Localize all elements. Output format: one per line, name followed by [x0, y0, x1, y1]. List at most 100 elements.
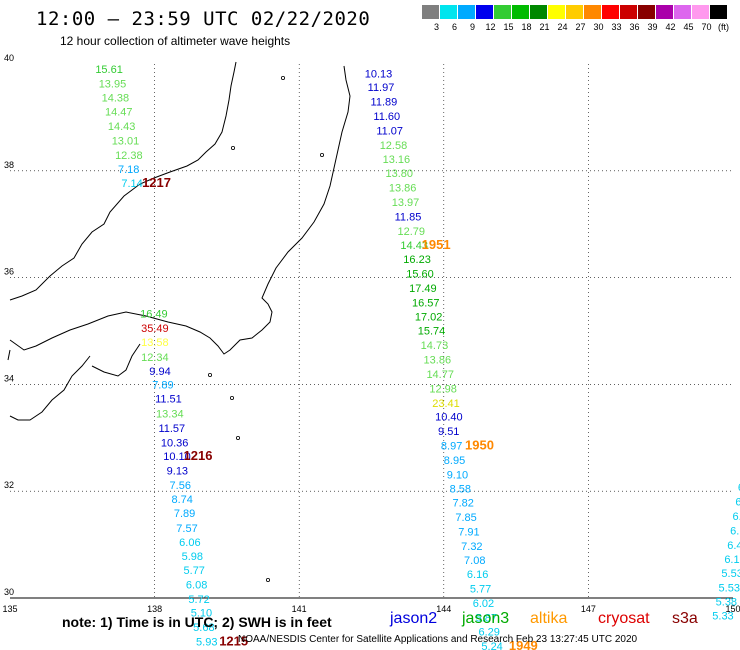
wave-height-value: 5.38 — [716, 596, 737, 608]
legend-tick-label: 45 — [683, 22, 694, 32]
wave-height-value: 11.51 — [155, 394, 182, 406]
wave-height-value: 6. — [735, 497, 740, 509]
legend-tick-label: 30 — [593, 22, 604, 32]
wave-height-value: 13.58 — [141, 337, 169, 349]
island — [229, 395, 234, 400]
satellite-label-cryosat: cryosat — [598, 610, 650, 627]
legend-tick-label: 33 — [611, 22, 622, 32]
satellite-label-jason2: jason2 — [390, 610, 438, 627]
wave-height-value: 13.86 — [424, 355, 452, 367]
wave-height-value: 14.43 — [108, 121, 136, 133]
wave-height-value: 14.73 — [421, 340, 449, 352]
wave-height-value: 11.07 — [376, 125, 403, 137]
lon-tick-label: 144 — [436, 604, 451, 614]
wave-height-value: 13.80 — [385, 168, 413, 180]
wave-height-value: 5.98 — [182, 551, 203, 563]
legend-tick-label: 6 — [451, 22, 457, 32]
legend-unit: (ft) — [718, 22, 729, 32]
legend-swatch — [458, 5, 475, 19]
wave-height-value: 7.56 — [170, 480, 191, 492]
wave-height-value: 14.38 — [102, 92, 130, 104]
wave-height-value: 7.89 — [174, 508, 195, 520]
wave-height-value: 10.10 — [163, 451, 191, 463]
coastline — [7, 61, 351, 421]
wave-height-value: 13.16 — [383, 154, 411, 166]
wave-height-value: 16.23 — [403, 254, 431, 266]
legend-tick-label: 3 — [433, 22, 439, 32]
legend-swatch — [548, 5, 565, 19]
legend-swatch — [584, 5, 601, 19]
wave-height-value: 15.60 — [406, 269, 434, 281]
legend-tick-label: 42 — [665, 22, 676, 32]
wave-height-value: 10.40 — [435, 412, 463, 424]
legend-swatch — [674, 5, 691, 19]
wave-height-value: 11.60 — [373, 111, 400, 123]
wave-height-value: 5.53 — [719, 583, 740, 595]
wave-height-value: 15.74 — [418, 326, 446, 338]
wave-height-value: 6.06 — [179, 537, 200, 549]
wave-height-value: 11.97 — [368, 82, 395, 94]
legend-tick-label: 21 — [539, 22, 550, 32]
wave-height-value: 5.72 — [188, 594, 209, 606]
island — [265, 578, 270, 583]
map-subtitle: 12 hour collection of altimeter wave hei… — [60, 34, 291, 48]
wave-height-value: 8.58 — [450, 483, 471, 495]
legend-swatch — [692, 5, 709, 19]
wave-height-value: 9.10 — [447, 469, 468, 481]
lat-tick-label: 32 — [4, 480, 14, 490]
legend-tick-label: 27 — [575, 22, 586, 32]
wave-height-value: 7.32 — [461, 541, 482, 553]
wave-height-value: 13.97 — [392, 197, 420, 209]
lon-tick-label: 141 — [292, 604, 307, 614]
wave-height-value: 12.98 — [429, 383, 457, 395]
legend-swatch — [494, 5, 511, 19]
legend-tick-label: 39 — [647, 22, 658, 32]
lon-tick-label: 135 — [2, 604, 17, 614]
lat-tick-label: 34 — [4, 373, 14, 383]
wave-height-value: 11.57 — [158, 423, 185, 435]
legend-swatch — [638, 5, 655, 19]
island — [207, 372, 212, 377]
legend-swatch — [440, 5, 457, 19]
wave-height-value: 7.08 — [464, 555, 485, 567]
wave-height-value: 7.14 — [121, 178, 142, 190]
wave-height-value: 5.77 — [184, 565, 205, 577]
satellite-label-s3a: s3a — [672, 610, 698, 627]
legend-swatch — [710, 5, 727, 19]
wave-height-value: 10.13 — [365, 68, 393, 80]
island — [235, 435, 240, 440]
wave-height-value: 13.86 — [389, 183, 417, 195]
wave-height-value: 9.51 — [438, 426, 459, 438]
wave-height-value: 14.47 — [105, 106, 133, 118]
wave-height-value: 7.82 — [452, 498, 473, 510]
wave-height-value: 6.0 — [733, 511, 740, 523]
wave-height-value: 7.57 — [176, 523, 197, 535]
wave-height-value: 8.74 — [171, 494, 192, 506]
lon-tick-label: 150 — [725, 604, 740, 614]
wave-height-value: 7.18 — [118, 164, 139, 176]
wave-height-value: 6.02 — [473, 598, 494, 610]
satellite-label-jason3: jason3 — [462, 610, 510, 627]
legend-tick-label: 18 — [521, 22, 532, 32]
wave-height-value: 9.94 — [149, 366, 170, 378]
satellite-label-altika: altika — [530, 610, 568, 627]
note-text: note: 1) Time is in UTC; 2) SWH is in fe… — [62, 614, 332, 630]
wave-height-value: 5.93 — [196, 637, 217, 649]
wave-height-value: 13.34 — [156, 409, 184, 421]
legend-swatch — [620, 5, 637, 19]
wave-height-value: 12.79 — [398, 226, 426, 238]
island — [319, 152, 324, 157]
wave-height-value: 6.12 — [724, 554, 740, 566]
wave-height-value: 17.49 — [409, 283, 437, 295]
wave-height-value: 6.14 — [730, 525, 740, 537]
legend-swatch — [656, 5, 673, 19]
wave-height-value: 5.87 — [476, 612, 497, 624]
track-time-label: 1950 — [465, 438, 494, 453]
wave-height-value: 12.38 — [115, 150, 143, 162]
legend-swatch — [476, 5, 493, 19]
wave-height-value: 13.01 — [112, 136, 140, 148]
wave-height-value: 5.10 — [191, 608, 212, 620]
wave-height-value: 7.89 — [152, 380, 173, 392]
lat-tick-label: 36 — [4, 267, 14, 277]
